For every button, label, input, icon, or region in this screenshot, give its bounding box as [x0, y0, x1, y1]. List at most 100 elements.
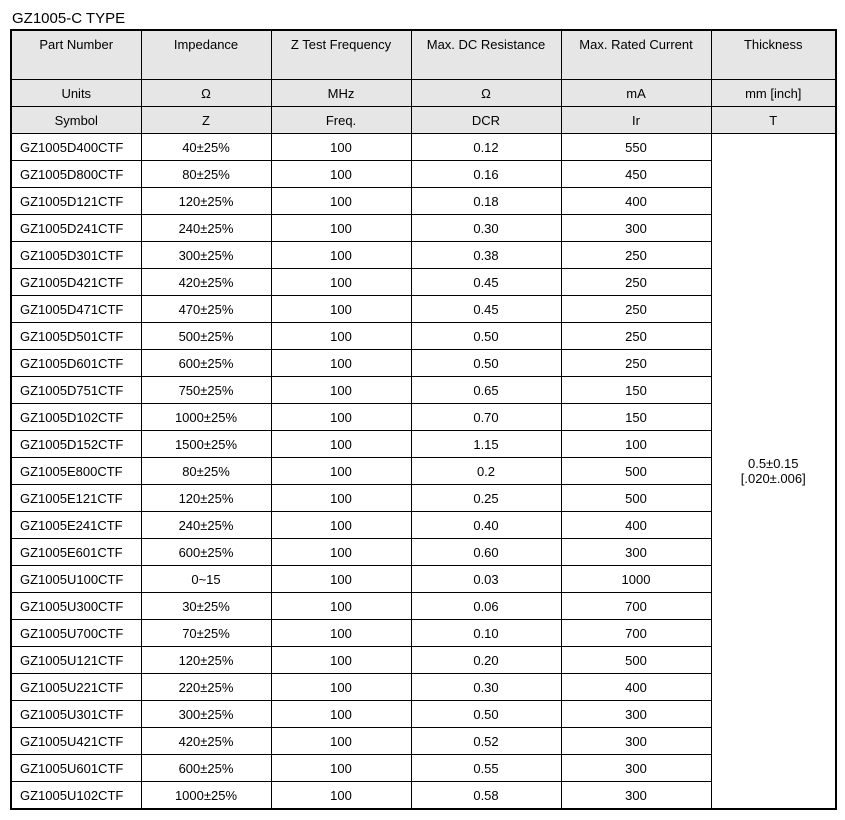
cell-dcr: 0.38: [411, 242, 561, 269]
cell-dcr: 0.58: [411, 782, 561, 810]
cell-ir: 250: [561, 296, 711, 323]
cell-impedance: 600±25%: [141, 755, 271, 782]
cell-partnumber: GZ1005D102CTF: [11, 404, 141, 431]
symbol-ir: Ir: [561, 107, 711, 134]
symbol-dcr: DCR: [411, 107, 561, 134]
cell-partnumber: GZ1005U102CTF: [11, 782, 141, 810]
page-title: GZ1005-C TYPE: [10, 10, 835, 27]
header-row-main: Part Number Impedance Z Test Frequency M…: [11, 30, 836, 80]
cell-partnumber: GZ1005U300CTF: [11, 593, 141, 620]
thickness-inch: [.020±.006]: [718, 471, 830, 486]
cell-impedance: 80±25%: [141, 458, 271, 485]
cell-partnumber: GZ1005D152CTF: [11, 431, 141, 458]
cell-freq: 100: [271, 755, 411, 782]
cell-impedance: 600±25%: [141, 539, 271, 566]
symbol-thickness: T: [711, 107, 836, 134]
cell-partnumber: GZ1005U221CTF: [11, 674, 141, 701]
cell-ir: 300: [561, 755, 711, 782]
cell-ir: 500: [561, 647, 711, 674]
cell-dcr: 0.65: [411, 377, 561, 404]
cell-partnumber: GZ1005D471CTF: [11, 296, 141, 323]
cell-dcr: 0.55: [411, 755, 561, 782]
cell-freq: 100: [271, 404, 411, 431]
cell-dcr: 0.52: [411, 728, 561, 755]
cell-freq: 100: [271, 701, 411, 728]
cell-partnumber: GZ1005D400CTF: [11, 134, 141, 161]
table-row: GZ1005D400CTF40±25%1000.125500.5±0.15[.0…: [11, 134, 836, 161]
cell-freq: 100: [271, 269, 411, 296]
cell-impedance: 240±25%: [141, 512, 271, 539]
cell-freq: 100: [271, 161, 411, 188]
cell-impedance: 1500±25%: [141, 431, 271, 458]
cell-impedance: 300±25%: [141, 242, 271, 269]
cell-ir: 100: [561, 431, 711, 458]
cell-partnumber: GZ1005D241CTF: [11, 215, 141, 242]
cell-freq: 100: [271, 728, 411, 755]
cell-dcr: 0.50: [411, 350, 561, 377]
cell-impedance: 80±25%: [141, 161, 271, 188]
cell-ir: 150: [561, 377, 711, 404]
cell-freq: 100: [271, 539, 411, 566]
cell-partnumber: GZ1005E241CTF: [11, 512, 141, 539]
cell-ir: 400: [561, 188, 711, 215]
cell-impedance: 0~15: [141, 566, 271, 593]
cell-partnumber: GZ1005E601CTF: [11, 539, 141, 566]
header-row-units: Units Ω MHz Ω mA mm [inch]: [11, 80, 836, 107]
units-thickness: mm [inch]: [711, 80, 836, 107]
symbol-impedance: Z: [141, 107, 271, 134]
cell-partnumber: GZ1005D751CTF: [11, 377, 141, 404]
cell-partnumber: GZ1005E121CTF: [11, 485, 141, 512]
cell-dcr: 0.50: [411, 323, 561, 350]
cell-ir: 300: [561, 728, 711, 755]
cell-ir: 400: [561, 674, 711, 701]
cell-partnumber: GZ1005D421CTF: [11, 269, 141, 296]
cell-partnumber: GZ1005D501CTF: [11, 323, 141, 350]
cell-freq: 100: [271, 431, 411, 458]
cell-ir: 300: [561, 539, 711, 566]
cell-freq: 100: [271, 377, 411, 404]
cell-ir: 250: [561, 323, 711, 350]
units-dcr: Ω: [411, 80, 561, 107]
cell-partnumber: GZ1005E800CTF: [11, 458, 141, 485]
cell-freq: 100: [271, 242, 411, 269]
cell-thickness: 0.5±0.15[.020±.006]: [711, 134, 836, 810]
units-label: Units: [11, 80, 141, 107]
cell-dcr: 0.40: [411, 512, 561, 539]
cell-dcr: 0.18: [411, 188, 561, 215]
cell-freq: 100: [271, 458, 411, 485]
cell-ir: 500: [561, 458, 711, 485]
cell-ir: 250: [561, 269, 711, 296]
cell-impedance: 30±25%: [141, 593, 271, 620]
units-impedance: Ω: [141, 80, 271, 107]
cell-dcr: 0.50: [411, 701, 561, 728]
cell-dcr: 1.15: [411, 431, 561, 458]
symbol-freq: Freq.: [271, 107, 411, 134]
cell-ir: 700: [561, 593, 711, 620]
cell-impedance: 70±25%: [141, 620, 271, 647]
col-header-impedance: Impedance: [141, 30, 271, 80]
cell-ir: 250: [561, 242, 711, 269]
cell-ir: 300: [561, 215, 711, 242]
cell-impedance: 420±25%: [141, 269, 271, 296]
spec-table: Part Number Impedance Z Test Frequency M…: [10, 29, 837, 810]
cell-impedance: 120±25%: [141, 485, 271, 512]
cell-dcr: 0.70: [411, 404, 561, 431]
cell-ir: 250: [561, 350, 711, 377]
cell-ir: 300: [561, 782, 711, 810]
thickness-value: 0.5±0.15: [718, 456, 830, 471]
cell-impedance: 420±25%: [141, 728, 271, 755]
cell-ir: 1000: [561, 566, 711, 593]
cell-impedance: 220±25%: [141, 674, 271, 701]
cell-freq: 100: [271, 674, 411, 701]
cell-freq: 100: [271, 350, 411, 377]
cell-partnumber: GZ1005U700CTF: [11, 620, 141, 647]
cell-ir: 300: [561, 701, 711, 728]
cell-partnumber: GZ1005D301CTF: [11, 242, 141, 269]
cell-dcr: 0.06: [411, 593, 561, 620]
cell-dcr: 0.20: [411, 647, 561, 674]
cell-dcr: 0.12: [411, 134, 561, 161]
col-header-dcr: Max. DC Resistance: [411, 30, 561, 80]
col-header-ir: Max. Rated Current: [561, 30, 711, 80]
cell-ir: 550: [561, 134, 711, 161]
cell-dcr: 0.45: [411, 269, 561, 296]
